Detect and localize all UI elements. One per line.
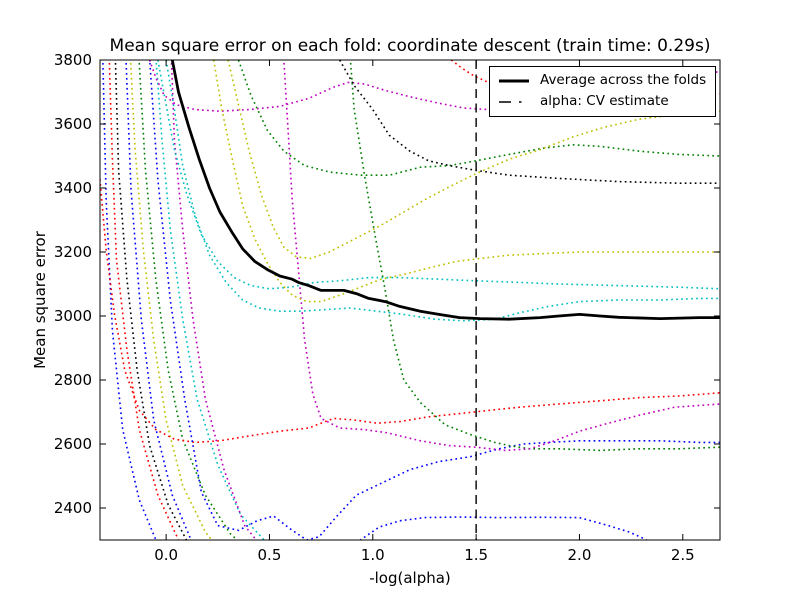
x-tick-label: 0.5 [257, 546, 282, 564]
y-tick-label: 2400 [53, 499, 92, 517]
fold-12-line [148, 60, 720, 112]
legend-label-cv-alpha: alpha: CV estimate [540, 93, 669, 109]
y-tick-label: 2800 [53, 371, 92, 389]
fold-1-line [102, 60, 157, 540]
dashed-line-icon [499, 100, 529, 103]
fold-7-line [114, 60, 188, 540]
fold-13-line [227, 60, 720, 260]
fold-10-line [100, 168, 720, 444]
y-tick-label: 3400 [53, 179, 92, 197]
y-tick-label: 2600 [53, 435, 92, 453]
y-tick-label: 3600 [53, 115, 92, 133]
average-line [170, 60, 720, 321]
y-tick-label: 3000 [53, 307, 92, 325]
legend-entry-cv-alpha: alpha: CV estimate [497, 93, 706, 110]
x-tick-label: 1.0 [360, 546, 385, 564]
legend-entry-average: Average across the folds [497, 72, 706, 89]
fold-6-line [129, 60, 213, 540]
fold-19-line [283, 60, 720, 452]
fold-4-line [155, 60, 266, 540]
legend-label-average: Average across the folds [540, 72, 707, 88]
fold-8-line [125, 60, 649, 540]
fold-9-line [237, 60, 720, 176]
x-tick-label: 2.5 [670, 546, 695, 564]
legend: Average across the folds alpha: CV estim… [489, 66, 717, 117]
axes-spines [99, 59, 721, 541]
plot-title: Mean square error on each fold: coordina… [109, 36, 711, 56]
fold-15-line [148, 60, 720, 540]
x-tick-label: 0.0 [154, 546, 179, 564]
fold-2-line [138, 60, 239, 540]
x-tick-label: 2.0 [567, 546, 592, 564]
x-tick-label: 1.5 [464, 546, 489, 564]
fold-5-line [170, 60, 258, 540]
x-axis-label: -log(alpha) [369, 569, 451, 587]
y-tick-label: 3800 [53, 51, 92, 69]
fold-16-line [349, 60, 720, 452]
solid-line-icon [499, 79, 529, 82]
y-tick-label: 3200 [53, 243, 92, 261]
